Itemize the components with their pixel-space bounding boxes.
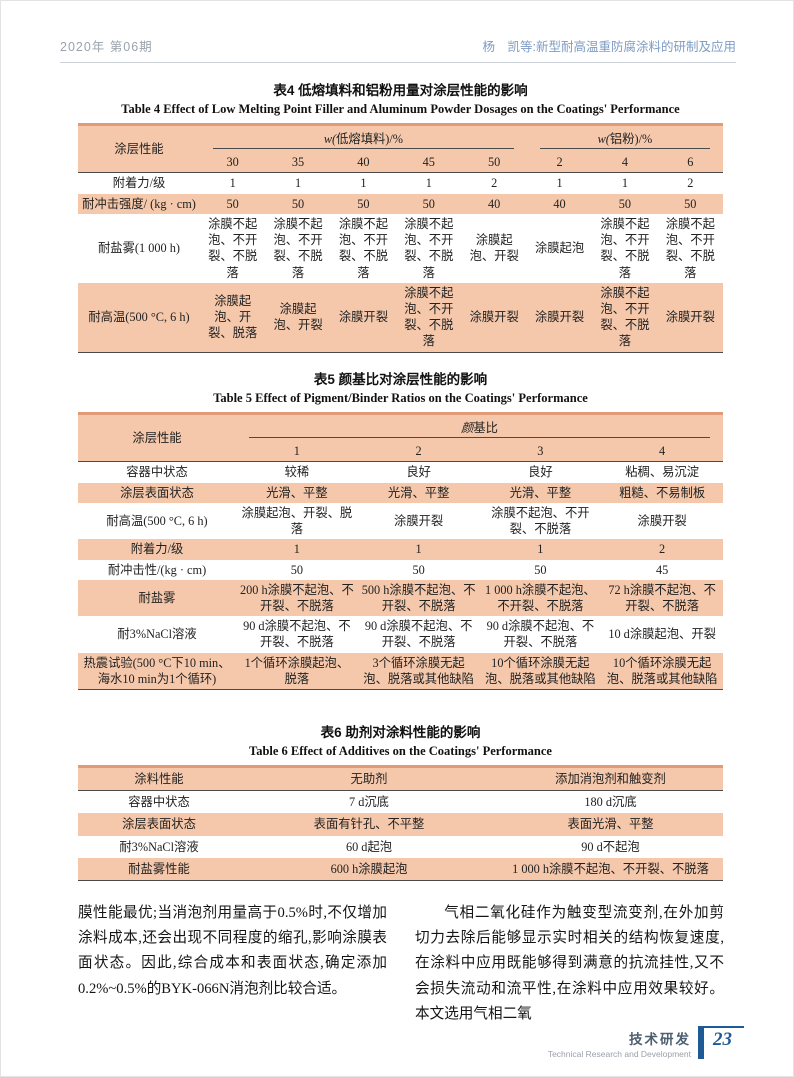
- table-row: 附着力/级 1 1 1 2: [78, 539, 723, 560]
- page-footer: 技术研发 Technical Research and Development …: [548, 1026, 744, 1059]
- table6-title-en: Table 6 Effect of Additives on the Coati…: [249, 744, 552, 758]
- table5-title-zh: 表5 颜基比对涂层性能的影响: [313, 372, 488, 387]
- table-row: 耐冲击强度/ (kg · cm) 50 50 50 50 40 40 50 50: [78, 193, 723, 214]
- table4-block: 表4 低熔填料和铝粉用量对涂层性能的影响 Table 4 Effect of L…: [78, 79, 723, 353]
- table-row: 耐高温(500 °C, 6 h) 涂膜起泡、开裂、脱落 涂膜起泡、开裂 涂膜开裂…: [78, 282, 723, 353]
- table4-title-en: Table 4 Effect of Low Melting Point Fill…: [121, 102, 680, 116]
- table-row: 容器中状态 较稀 良好 良好 粘稠、易沉淀: [126, 465, 700, 480]
- table5-group1: 颜基比: [236, 413, 723, 442]
- footer-section-zh: 技术研发: [629, 1032, 691, 1047]
- page-number: 23: [698, 1026, 744, 1059]
- table6-header-row: 涂料性能 无助剂 添加消泡剂和触变剂: [78, 766, 723, 792]
- table-row: 附着力/级 1 1 1 1 2 1 1 2: [112, 176, 694, 191]
- table5-title-en: Table 5 Effect of Pigment/Binder Ratios …: [213, 391, 588, 405]
- table-4: 涂层性能 w(低熔填料)/% w(铝粉)/% 30 35 40 45 50 2 …: [78, 123, 723, 353]
- table-row: 涂层表面状态 光滑、平整 光滑、平整 光滑、平整 粗糙、不易制板: [78, 482, 723, 503]
- table5-group-row: 涂层性能 颜基比: [78, 413, 723, 463]
- table6-block: 表6 助剂对涂料性能的影响 Table 6 Effect of Additive…: [78, 721, 723, 882]
- table6-title-zh: 表6 助剂对涂料性能的影响: [320, 725, 481, 740]
- table-row: 耐3%NaCl溶液 90 d涂膜不起泡、不开裂、不脱落 90 d涂膜不起泡、不开…: [117, 619, 716, 650]
- table-5: 涂层性能 颜基比 1 2 3 4 容器中状态 较稀 良好 良好 粘稠、易沉淀 涂…: [78, 412, 723, 691]
- table-row: 涂层表面状态 表面有针孔、不平整 表面光滑、平整: [78, 813, 723, 836]
- table4-subhead-row: 30 35 40 45 50 2 4 6: [78, 152, 723, 174]
- table4-group-row: 涂层性能 w(低熔填料)/% w(铝粉)/%: [78, 124, 723, 174]
- table-row: 耐盐雾(1 000 h) 涂膜不起泡、不开裂、不脱落 涂膜不起泡、不开裂、不脱落…: [98, 216, 715, 280]
- issue-label: 2020年 第06期: [60, 40, 153, 54]
- table5-corner-label: 涂层性能: [78, 413, 236, 463]
- table-row: 热震试验(500 °C下10 min、海水10 min为1个循环) 1个循环涂膜…: [78, 652, 723, 690]
- table-row: 容器中状态 7 d沉底 180 d沉底: [128, 795, 637, 810]
- body-text: 膜性能最优;当消泡剂用量高于0.5%时,不仅增加涂料成本,还会出现不同程度的缩孔…: [78, 901, 724, 1027]
- table5-subhead-row: 1 2 3 4: [78, 441, 723, 463]
- running-title: 杨 凯等:新型耐高温重防腐涂料的研制及应用: [482, 40, 736, 54]
- table5-block: 表5 颜基比对涂层性能的影响 Table 5 Effect of Pigment…: [78, 368, 723, 691]
- table-row: 耐高温(500 °C, 6 h) 涂膜起泡、开裂、脱落 涂膜开裂 涂膜不起泡、不…: [106, 505, 687, 537]
- table4-group1: w(低熔填料)/%: [200, 124, 527, 153]
- footer-section: 技术研发 Technical Research and Development: [548, 1026, 691, 1059]
- table4-group2: w(铝粉)/%: [526, 124, 723, 153]
- table-6: 涂料性能 无助剂 添加消泡剂和触变剂 容器中状态 7 d沉底 180 d沉底 涂…: [78, 765, 723, 882]
- running-header: 2020年 第06期 杨 凯等:新型耐高温重防腐涂料的研制及应用: [60, 36, 736, 63]
- body-paragraph-left: 膜性能最优;当消泡剂用量高于0.5%时,不仅增加涂料成本,还会出现不同程度的缩孔…: [78, 905, 387, 997]
- table-row: 耐盐雾 200 h涂膜不起泡、不开裂、不脱落 500 h涂膜不起泡、不开裂、不脱…: [78, 579, 723, 617]
- table-row: 耐3%NaCl溶液 60 d起泡 90 d不起泡: [119, 839, 640, 854]
- table-row: 耐盐雾性能 600 h涂膜起泡 1 000 h涂膜不起泡、不开裂、不脱落: [78, 857, 723, 881]
- table4-title-zh: 表4 低熔填料和铝粉用量对涂层性能的影响: [273, 83, 528, 98]
- table4-corner-label: 涂层性能: [78, 124, 200, 174]
- table-row: 耐冲击性/(kg · cm) 50 50 50 45: [107, 562, 669, 577]
- body-paragraph-right: 气相二氧化硅作为触变型流变剂,在外加剪切力去除后能够显示实时相关的结构恢复速度,…: [415, 905, 724, 1022]
- footer-section-en: Technical Research and Development: [547, 1049, 691, 1059]
